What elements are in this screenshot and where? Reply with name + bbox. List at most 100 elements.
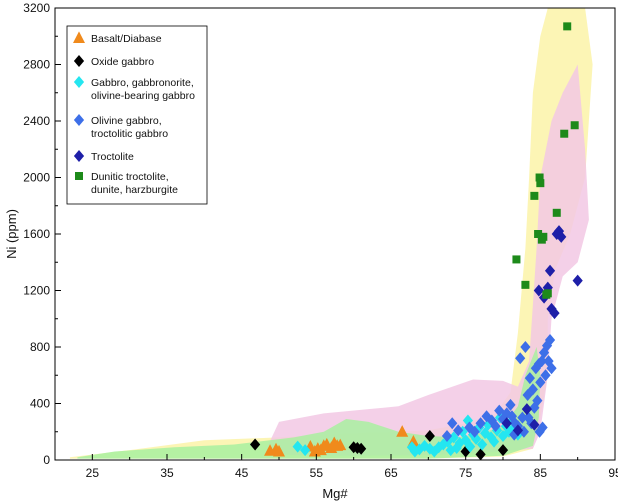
y-tick-label: 2000 [23,171,50,185]
data-point-oxide [250,438,261,451]
data-point-olivine [475,417,486,430]
data-point-olivine [517,411,528,424]
series-oxide [250,429,509,461]
legend: Basalt/Diabase Oxide gabbro Gabbro, gabbro… [66,25,208,205]
legend-item-olivine: Olivine gabbro,troctolitic gabbro [73,114,168,140]
y-tick-label: 1600 [23,227,50,241]
x-tick-label: 75 [459,466,473,480]
data-point-olivine [441,429,453,442]
y-axis: 0 400 800 1200 1600 2000 2400 2800 3200 [23,1,61,467]
data-point-troctolite [533,284,544,297]
x-tick-label: 85 [534,466,548,480]
legend-item-dunitic: Dunitic troctolite,dunite, harzburgite [75,171,178,196]
data-point-olivine [509,417,521,430]
data-point-gabbro [292,440,303,453]
data-point-gabbro [414,443,425,456]
data-point-olivine [518,425,530,438]
legend-label: dunite, harzburgite [91,184,178,196]
y-tick-label: 2800 [23,58,50,72]
data-point-olivine [486,414,497,427]
legend-label: Olivine gabbro, [91,115,162,127]
legend-label: olivine-bearing gabbro [91,90,195,102]
data-point-basalt [396,425,409,437]
data-point-dunitic [539,232,548,241]
y-tick-label: 400 [30,397,50,411]
y-tick-label: 800 [30,340,50,354]
data-point-olivine [544,333,556,346]
data-point-olivine [469,425,480,438]
data-point-dunitic [570,121,579,130]
x-tick-label: 55 [310,466,324,480]
data-point-dunitic [535,173,544,182]
legend-label: Troctolite [91,151,134,163]
y-tick-label: 0 [43,453,50,467]
data-point-dunitic [560,129,569,138]
data-point-troctolite [544,264,556,277]
data-point-olivine [515,352,526,365]
x-tick-label: 35 [160,466,174,480]
data-point-gabbro [419,439,430,452]
data-point-gabbro [409,445,420,458]
data-point-gabbro [479,427,491,440]
data-point-gabbro [433,441,444,454]
data-point-gabbro [465,440,476,453]
data-point-gabbro [429,445,440,458]
data-point-oxide [356,442,367,455]
data-point-gabbro [488,435,500,448]
data-point-oxide [424,429,435,442]
data-point-oxide [460,445,471,458]
data-points [250,22,583,461]
y-tick-label: 3200 [23,1,50,15]
data-point-dunitic [530,191,539,200]
legend-label: troctolitic gabbro [91,128,168,140]
data-point-olivine [506,410,518,423]
data-point-olivine [534,425,545,438]
data-point-troctolite [512,424,524,437]
data-point-gabbro [300,444,311,457]
legend-marker-troctolite [73,150,85,162]
legend-label: Oxide gabbro [91,56,154,68]
data-point-gabbro [454,437,465,450]
data-point-olivine [536,355,547,368]
x-tick-label: 65 [384,466,398,480]
data-point-troctolite [529,418,540,431]
legend-marker-gabbro [73,76,85,88]
data-point-olivine [464,421,475,434]
data-point-troctolite [572,274,583,287]
data-point-olivine [540,369,551,382]
data-point-olivine [481,410,492,423]
data-point-olivine [527,383,538,396]
data-point-olivine [524,372,535,385]
data-point-olivine [532,394,543,407]
data-point-troctolite [521,403,532,416]
data-point-olivine [490,420,501,433]
data-point-olivine [447,417,458,430]
data-point-basalt [334,438,347,451]
legend-label: Basalt/Diabase [91,33,162,45]
legend-marker-dunitic [75,172,83,180]
data-point-olivine [453,424,464,437]
series-olivine [441,333,557,442]
y-axis-label: Ni (ppm) [4,209,19,259]
data-point-olivine [529,401,540,414]
data-point-olivine [535,376,546,389]
data-point-olivine [546,362,557,375]
data-point-troctolite [501,417,512,430]
data-point-gabbro [442,435,453,448]
x-tick-label: 25 [86,466,100,480]
legend-item-troctolite: Troctolite [73,150,134,163]
legend-marker-basalt [73,31,85,43]
data-point-olivine [538,346,550,359]
x-axis: 25 35 45 55 65 75 85 95 [54,454,618,480]
data-point-olivine [520,341,531,353]
data-point-troctolite [546,302,557,315]
legend-label: Gabbro, gabbronorite, [91,77,194,89]
data-point-basalt [273,444,285,457]
legend-item-gabbro: Gabbro, gabbronorite,olivine-bearing gab… [73,76,195,102]
series-dunitic [512,22,579,299]
data-point-dunitic [536,179,545,188]
data-point-dunitic [563,22,572,31]
data-point-oxide [475,448,486,461]
data-point-dunitic [552,208,561,217]
